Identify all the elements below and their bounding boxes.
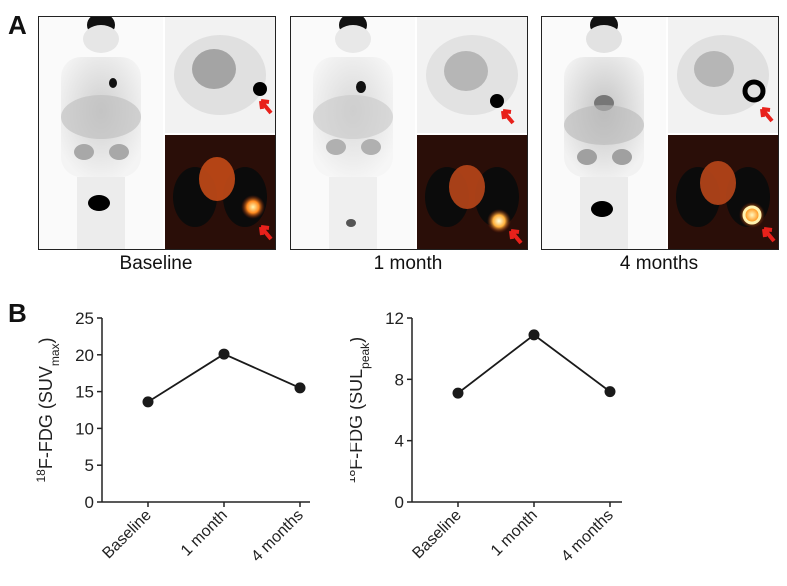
y-tick-label: 0 bbox=[395, 493, 404, 512]
suvmax-chart: 0 5 10 15 20 25 Baseline 1 month 4 months 18F-FDG… bbox=[34, 309, 310, 566]
y-axis-label: 18F-FDG (SULpeak) bbox=[350, 337, 372, 483]
pet-panel-1-month bbox=[290, 16, 528, 250]
y-tick-label: 20 bbox=[75, 346, 94, 365]
x-tick-label: Baseline bbox=[99, 507, 154, 562]
mip-body-image bbox=[291, 17, 415, 249]
caption-1-month: 1 month bbox=[373, 253, 443, 274]
x-tick-label: 1 month bbox=[488, 507, 541, 560]
y-tick-label: 5 bbox=[85, 456, 94, 475]
pet-panel-4-months bbox=[541, 16, 779, 250]
y-tick-label: 12 bbox=[385, 309, 404, 328]
caption-baseline: Baseline bbox=[119, 253, 193, 274]
data-point bbox=[528, 329, 540, 341]
mip-body-image bbox=[542, 17, 666, 249]
y-axis-label: 18F-FDG (SUVmax) bbox=[34, 337, 62, 482]
x-tick-label: Baseline bbox=[409, 507, 464, 562]
panel-a-letter: A bbox=[8, 10, 27, 40]
data-point bbox=[142, 396, 154, 408]
x-tick-label: 4 months bbox=[248, 507, 307, 566]
series-line bbox=[457, 333, 611, 394]
sulpeak-chart: 0 4 8 12 Baseline 1 month 4 months 18F-FDG (SUL… bbox=[350, 309, 622, 566]
fused-pet-ct-image bbox=[417, 135, 527, 249]
lesion-arrow-icon bbox=[501, 109, 515, 125]
axial-pet-image bbox=[417, 17, 527, 133]
x-tick-label: 4 months bbox=[558, 507, 617, 566]
axial-pet-image bbox=[668, 17, 778, 133]
caption-4-months: 4 months bbox=[619, 253, 699, 274]
lesion-arrow-icon bbox=[762, 227, 776, 243]
data-point bbox=[604, 386, 616, 398]
mip-body-image bbox=[39, 17, 163, 249]
fused-pet-ct-image bbox=[668, 135, 778, 249]
x-tick-label: 1 month bbox=[178, 507, 231, 560]
y-tick-label: 4 bbox=[395, 432, 404, 451]
fused-pet-ct-image bbox=[165, 135, 275, 249]
data-point bbox=[294, 382, 306, 394]
y-tick-label: 0 bbox=[85, 493, 94, 512]
y-tick-label: 15 bbox=[75, 383, 94, 402]
lesion-arrow-icon bbox=[509, 229, 523, 245]
y-tick-label: 8 bbox=[395, 370, 404, 389]
panel-b-letter: B bbox=[8, 298, 27, 328]
y-tick-label: 25 bbox=[75, 309, 94, 328]
axial-pet-image bbox=[165, 17, 275, 133]
lesion-arrow-icon bbox=[760, 107, 774, 123]
pet-panel-baseline bbox=[38, 16, 276, 250]
lesion-arrow-icon bbox=[259, 99, 273, 115]
data-point bbox=[452, 387, 464, 399]
series-line bbox=[147, 353, 301, 403]
data-point bbox=[218, 348, 230, 360]
y-tick-label: 10 bbox=[75, 419, 94, 438]
lesion-arrow-icon bbox=[259, 225, 273, 241]
